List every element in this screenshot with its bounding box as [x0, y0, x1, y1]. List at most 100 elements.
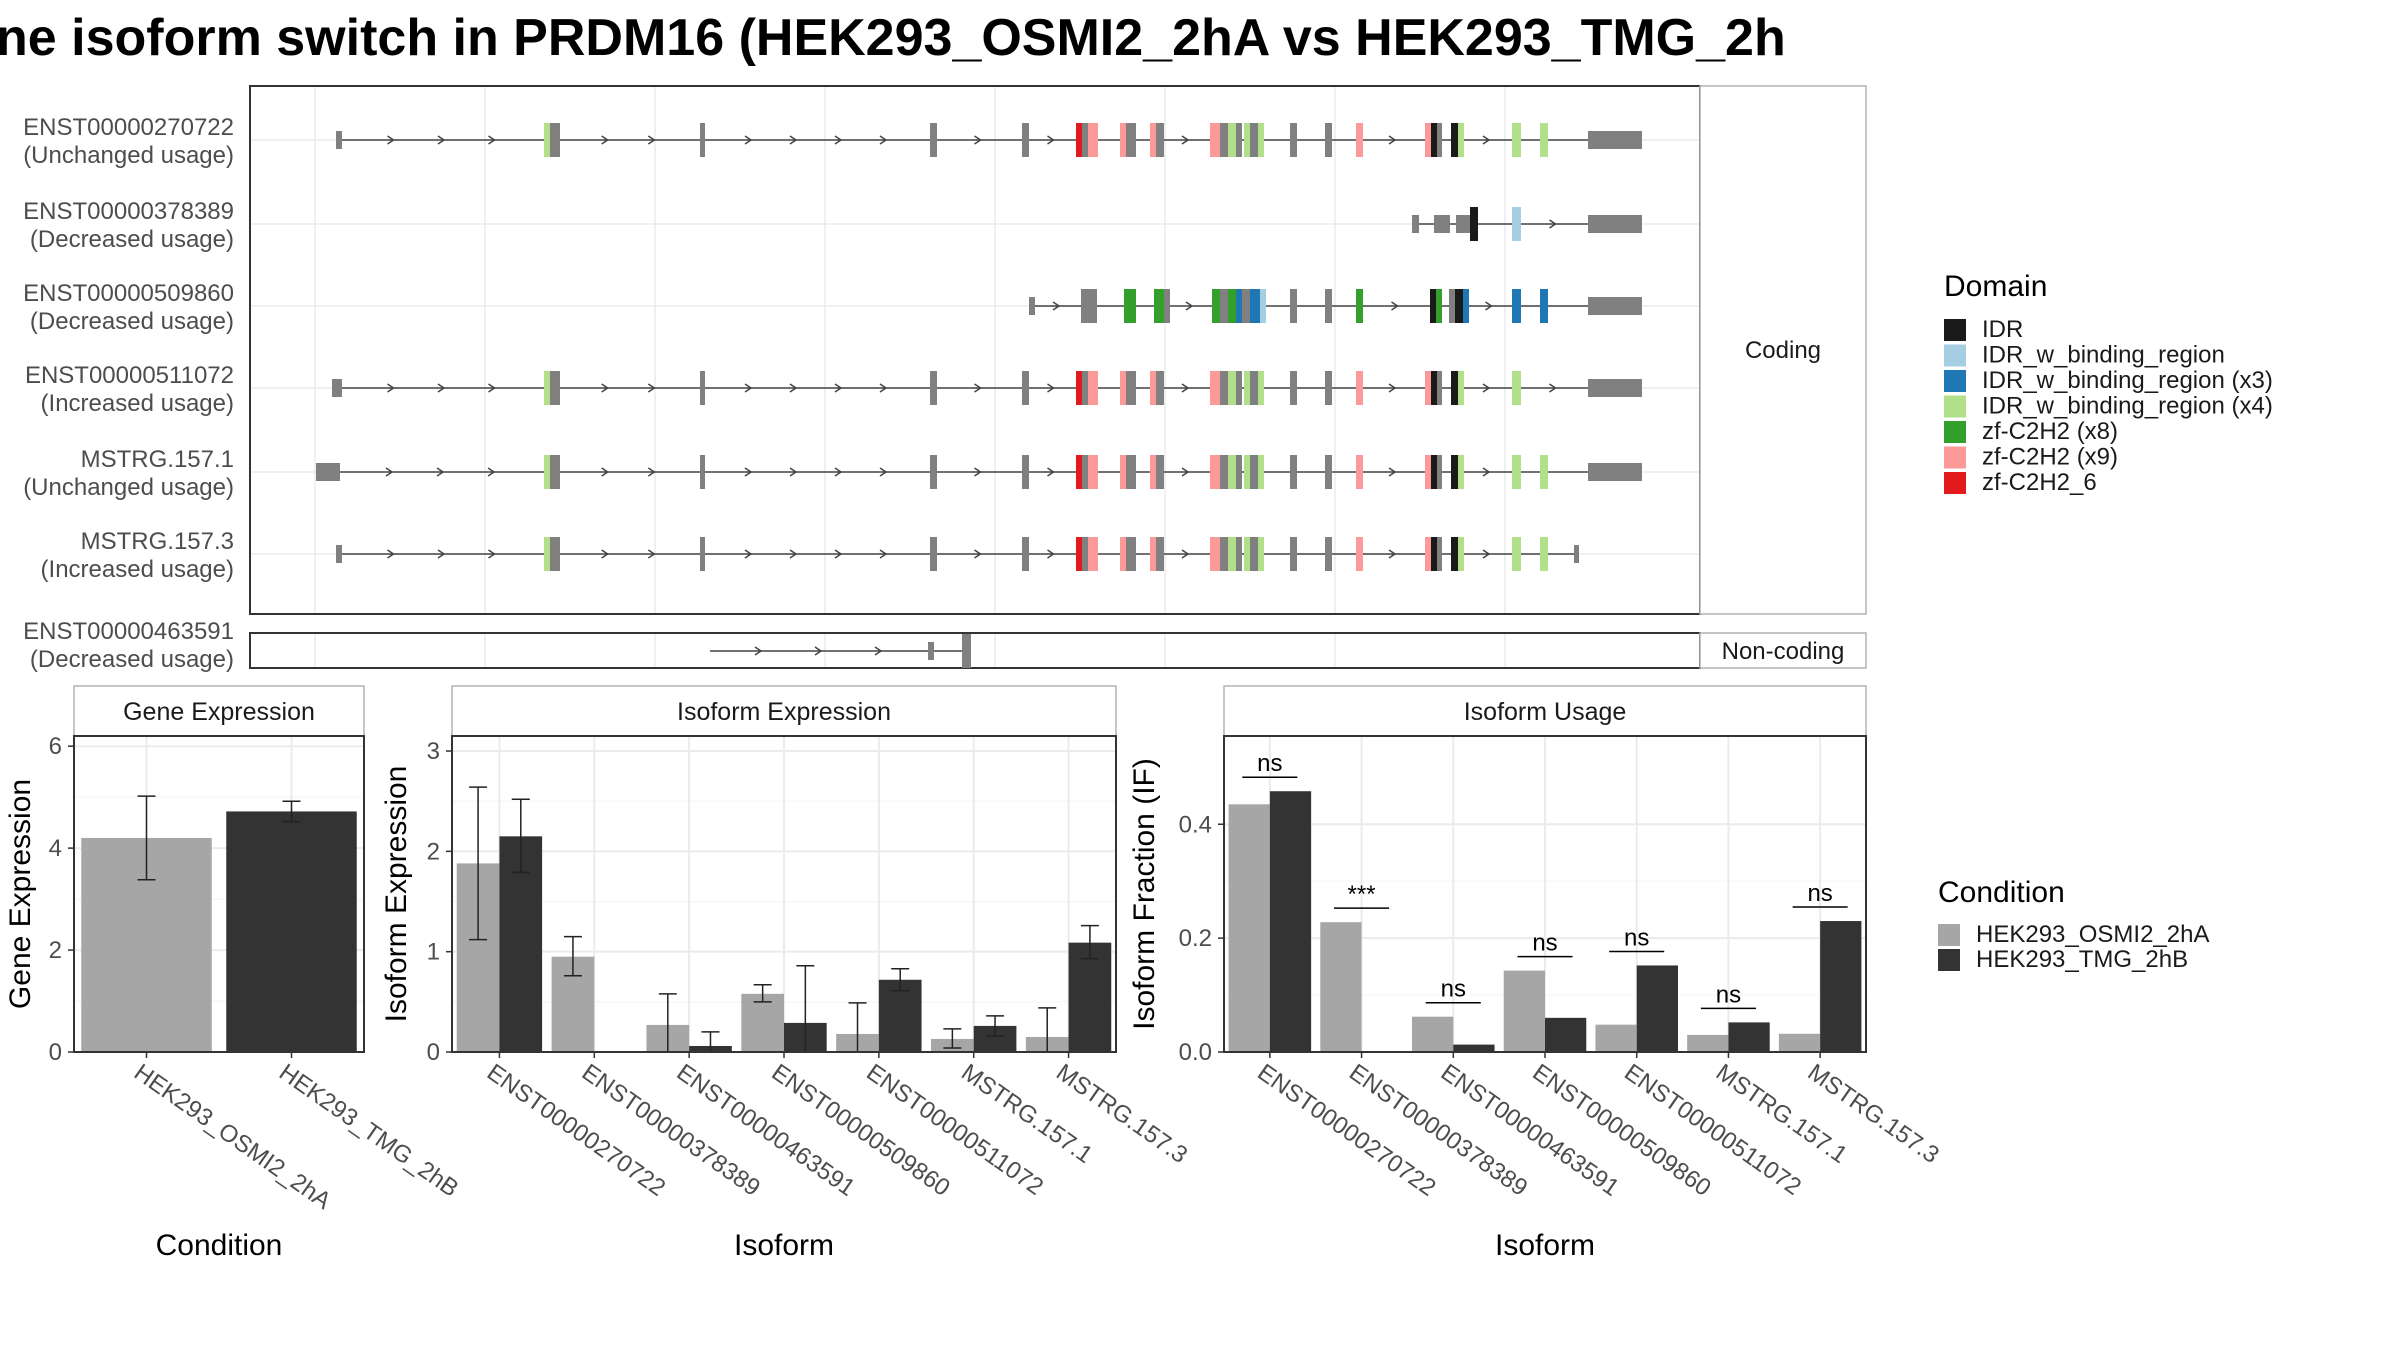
transcript-usage-label: (Unchanged usage) — [23, 142, 234, 169]
noncoding-strip-label: Non-coding — [1722, 638, 1845, 665]
exon-block — [1425, 455, 1431, 489]
bar — [1503, 970, 1545, 1052]
exon-block — [1574, 545, 1579, 563]
facet-strip-label: Isoform Expression — [677, 698, 891, 726]
intron-direction-arrow — [1549, 383, 1557, 393]
exon-block — [550, 455, 560, 489]
exon-block — [1594, 463, 1642, 481]
exon-block — [1412, 215, 1419, 233]
exon-block — [928, 642, 934, 660]
facet-strip-label: Isoform Usage — [1464, 698, 1627, 726]
exon-block — [1290, 455, 1297, 489]
noncoding-panel-frame — [249, 632, 1701, 669]
transcript-usage-label: (Unchanged usage) — [23, 474, 234, 501]
condition-legend-swatch — [1938, 924, 1960, 946]
domain-legend-label: IDR_w_binding_region — [1982, 342, 2225, 369]
isoform-expression-chart: Isoform Expression ENST00000270722ENST000… — [380, 685, 1192, 1262]
transcript-label: ENST00000463591 — [23, 618, 234, 645]
exon-block — [1244, 371, 1250, 405]
exon-block — [1512, 289, 1521, 323]
intron-direction-arrow — [744, 549, 753, 559]
bar — [1728, 1022, 1770, 1052]
intron-direction-arrow — [974, 467, 982, 477]
intron-direction-arrow — [1388, 135, 1397, 145]
exon-block — [930, 455, 937, 489]
significance-label: *** — [1348, 881, 1376, 908]
intron-direction-arrow — [387, 549, 395, 559]
exon-block — [1126, 123, 1136, 157]
significance-label: ns — [1257, 750, 1282, 777]
exon-block — [1088, 537, 1098, 571]
transcript-label: ENST00000378389 — [23, 198, 234, 225]
intron-direction-arrow — [1181, 467, 1190, 477]
exon-block — [1512, 207, 1521, 241]
y-tick-label: 0.0 — [1179, 1039, 1212, 1066]
bar — [1545, 1017, 1587, 1052]
exon-block — [1022, 371, 1029, 405]
bar — [226, 811, 357, 1052]
exon-block — [962, 634, 971, 668]
domain-legend-swatch — [1944, 370, 1966, 392]
exon-block — [1463, 289, 1469, 323]
exon-block — [1451, 537, 1458, 571]
x-axis-title: Isoform — [1495, 1229, 1595, 1262]
exon-block — [1512, 537, 1521, 571]
exon-block — [1436, 289, 1442, 323]
exon-block — [1154, 289, 1164, 323]
intron-direction-arrow — [834, 467, 843, 477]
intron-direction-arrow — [1181, 549, 1190, 559]
exon-block — [700, 371, 705, 405]
transcript-usage-label: (Increased usage) — [41, 556, 234, 583]
bar — [878, 979, 922, 1052]
intron-direction-arrow — [789, 549, 798, 559]
facet-strip — [451, 685, 1117, 737]
intron-direction-arrow — [744, 467, 753, 477]
intron-direction-arrow — [879, 383, 888, 393]
exon-block — [1250, 123, 1258, 157]
exon-block — [1150, 123, 1156, 157]
transcript-label: MSTRG.157.1 — [81, 446, 234, 473]
exon-block — [1588, 215, 1594, 233]
exon-block — [1076, 371, 1082, 405]
x-tick-label: ENST00000463591 — [672, 1059, 860, 1202]
intron-direction-arrow — [601, 549, 610, 559]
intron-direction-arrow — [1388, 383, 1397, 393]
exon-block — [1088, 455, 1098, 489]
exon-block — [1250, 455, 1258, 489]
exon-block — [1458, 455, 1464, 489]
exon-block — [1220, 123, 1228, 157]
exon-block — [1540, 537, 1548, 571]
exon-block — [1076, 123, 1082, 157]
intron-direction-arrow — [436, 467, 445, 477]
page-title: ne isoform switch in PRDM16 (HEK293_OSMI… — [0, 9, 1786, 67]
exon-block — [1588, 463, 1594, 481]
exon-block — [1431, 123, 1437, 157]
significance-label: ns — [1807, 880, 1832, 907]
intron-direction-arrow — [387, 383, 395, 393]
transcript-label: ENST00000270722 — [23, 114, 234, 141]
domain-legend-label: IDR_w_binding_region (x3) — [1982, 367, 2273, 394]
exon-block — [1540, 455, 1548, 489]
intron-direction-arrow — [789, 383, 798, 393]
exon-block — [1220, 371, 1228, 405]
exon-block — [1210, 455, 1220, 489]
intron-direction-arrow — [879, 135, 888, 145]
exon-block — [1212, 289, 1220, 323]
bar — [1228, 804, 1270, 1052]
y-tick-label: 0 — [49, 1039, 62, 1066]
significance-label: ns — [1532, 930, 1557, 957]
exon-block — [1425, 123, 1431, 157]
exon-block — [1258, 455, 1264, 489]
exon-block — [1156, 455, 1164, 489]
intron-direction-arrow — [879, 549, 888, 559]
exon-block — [1242, 289, 1250, 323]
exon-block — [1220, 455, 1228, 489]
exon-block — [1082, 123, 1088, 157]
exon-block — [1082, 537, 1088, 571]
x-tick-label: ENST00000270722 — [482, 1059, 670, 1202]
exon-block — [1470, 207, 1478, 241]
domain-legend-swatch — [1944, 472, 1966, 494]
exon-block — [1594, 379, 1642, 397]
exon-block — [1022, 123, 1029, 157]
